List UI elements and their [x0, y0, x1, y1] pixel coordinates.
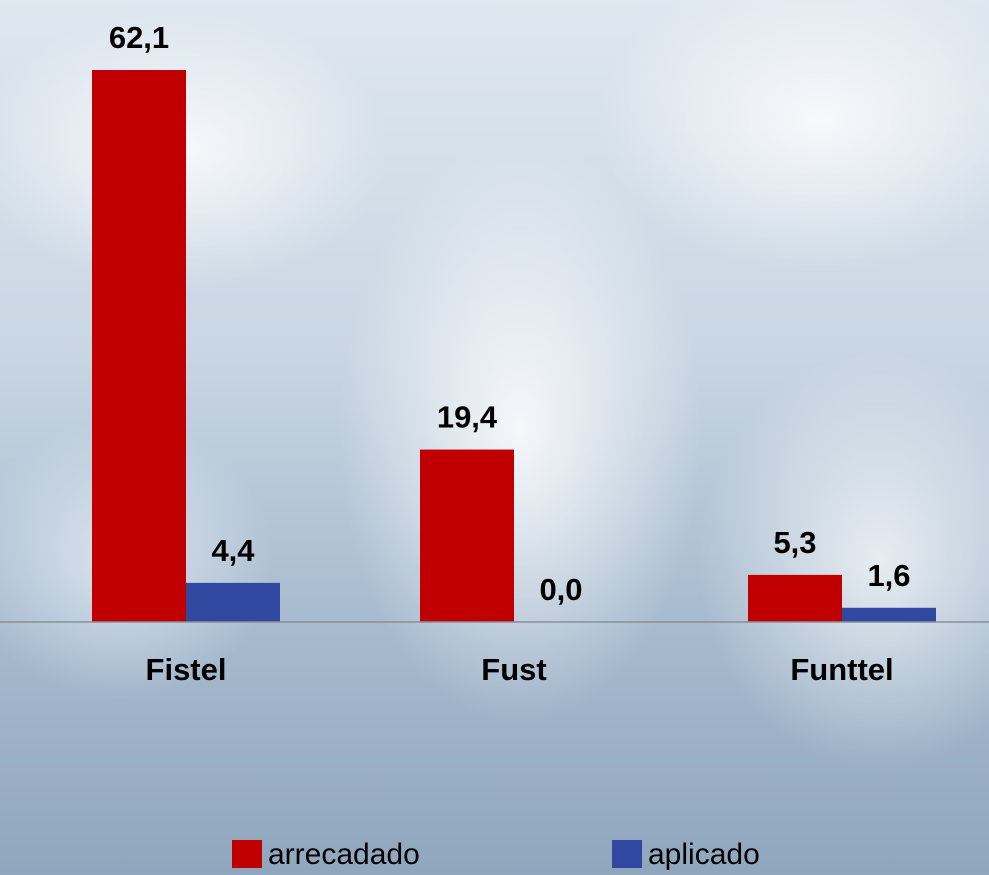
legend-swatch: [612, 840, 642, 868]
legend-label: arrecadado: [268, 838, 420, 871]
x-tick-label: Fust: [481, 652, 546, 687]
value-label: 62,1: [109, 20, 169, 55]
bar: [92, 70, 186, 622]
x-tick-label: Funttel: [790, 652, 893, 687]
value-label: 5,3: [773, 525, 816, 560]
value-label: 4,4: [211, 533, 255, 568]
bar: [842, 607, 936, 622]
value-label: 0,0: [539, 572, 582, 607]
legend-swatch: [232, 840, 262, 868]
bar: [420, 449, 514, 622]
value-label: 19,4: [437, 400, 498, 435]
legend-label: aplicado: [648, 838, 760, 871]
bar: [748, 574, 842, 622]
x-tick-label: Fistel: [146, 652, 227, 687]
value-label: 1,6: [867, 558, 910, 593]
bar: [186, 582, 280, 622]
